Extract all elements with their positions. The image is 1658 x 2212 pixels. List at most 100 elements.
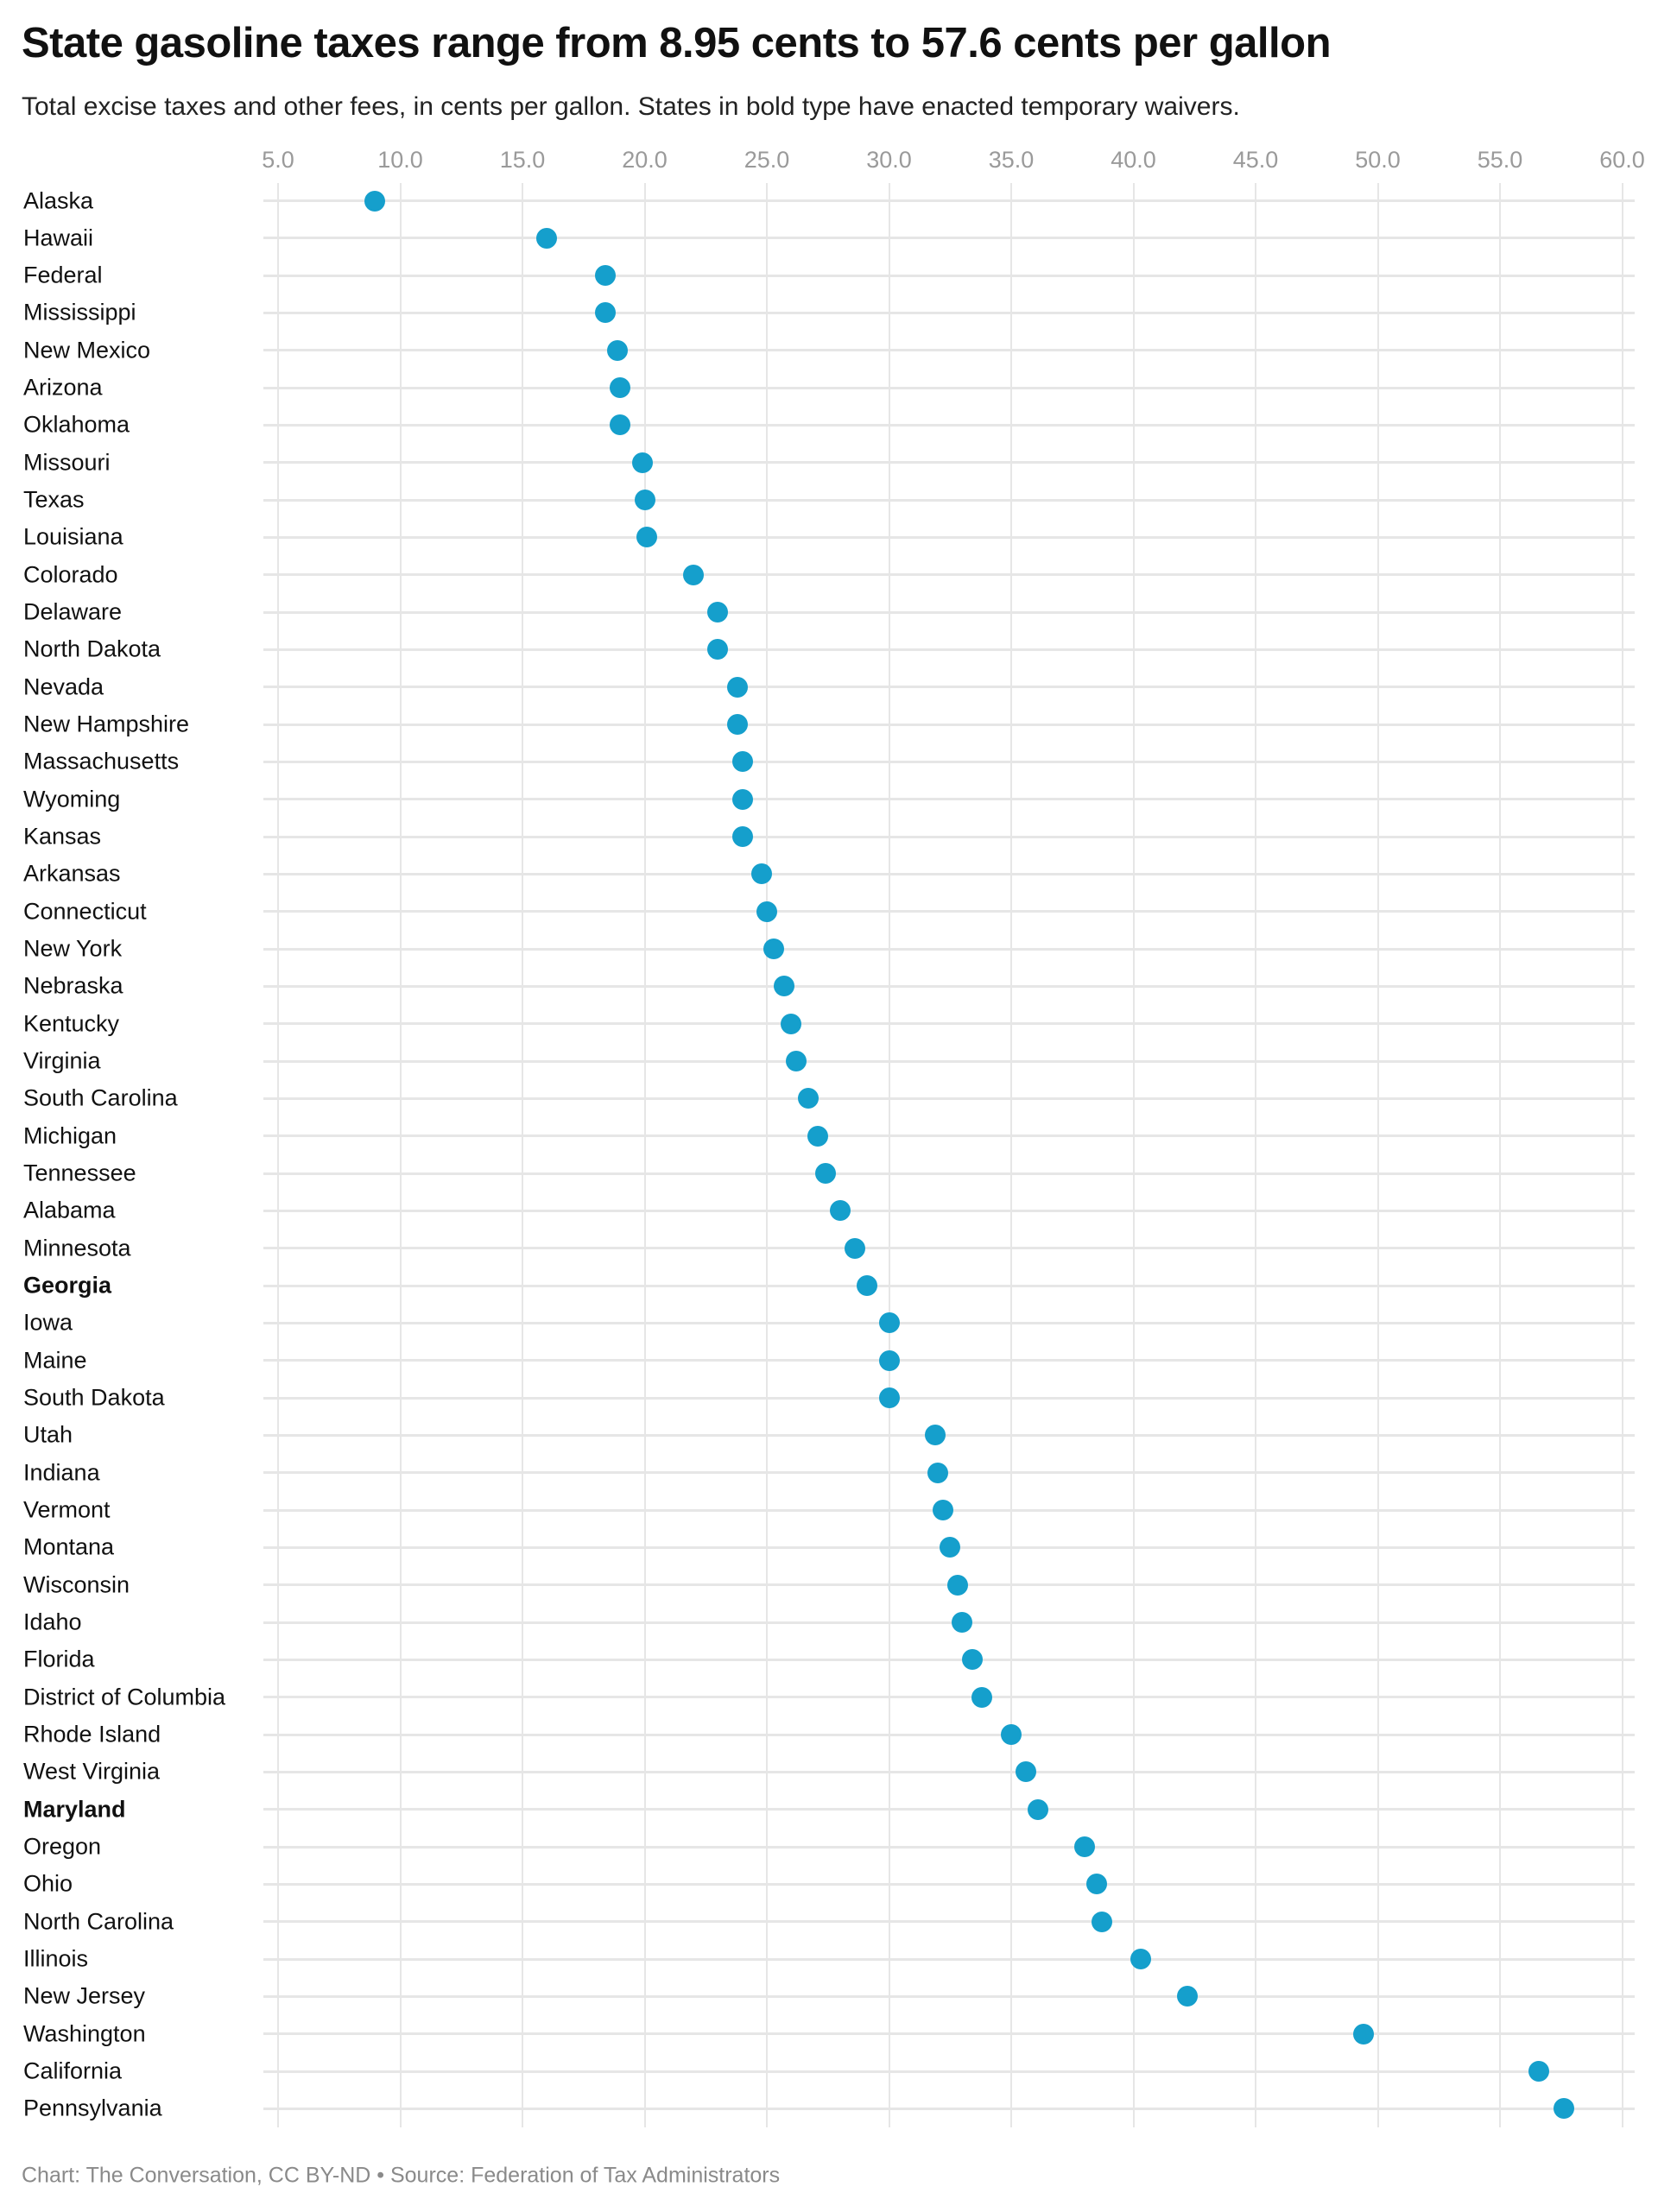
x-tick-label: 20.0 bbox=[622, 147, 668, 173]
horizontal-gridline bbox=[263, 1022, 1635, 1026]
data-point-dot[interactable] bbox=[1352, 2023, 1374, 2045]
vertical-gridline bbox=[1255, 183, 1256, 2128]
horizontal-gridline bbox=[263, 1658, 1635, 1661]
horizontal-gridline bbox=[263, 535, 1635, 539]
data-point-dot[interactable] bbox=[971, 1686, 993, 1708]
data-point-dot[interactable] bbox=[631, 452, 653, 473]
data-point-dot[interactable] bbox=[927, 1462, 949, 1483]
data-point-dot[interactable] bbox=[878, 1312, 900, 1334]
data-point-dot[interactable] bbox=[932, 1500, 953, 1521]
x-tick-label: 25.0 bbox=[744, 147, 790, 173]
chart-subtitle: Total excise taxes and other fees, in ce… bbox=[22, 92, 1240, 121]
data-point-dot[interactable] bbox=[1176, 1986, 1198, 2007]
data-point-dot[interactable] bbox=[595, 265, 617, 287]
state-label: Rhode Island bbox=[23, 1721, 161, 1747]
data-point-dot[interactable] bbox=[634, 490, 655, 511]
data-point-dot[interactable] bbox=[1015, 1761, 1036, 1783]
horizontal-gridline bbox=[263, 1284, 1635, 1287]
data-point-dot[interactable] bbox=[731, 826, 753, 848]
vertical-gridline bbox=[522, 183, 523, 2128]
data-point-dot[interactable] bbox=[829, 1200, 851, 1222]
data-point-dot[interactable] bbox=[1001, 1724, 1022, 1746]
vertical-gridline bbox=[399, 183, 402, 2128]
data-point-dot[interactable] bbox=[946, 1574, 968, 1596]
data-point-dot[interactable] bbox=[607, 339, 629, 361]
state-label: Alabama bbox=[23, 1197, 116, 1223]
state-label: New Mexico bbox=[23, 337, 151, 363]
state-label: Massachusetts bbox=[23, 748, 180, 774]
state-label: Florida bbox=[23, 1646, 95, 1672]
data-point-dot[interactable] bbox=[940, 1537, 961, 1558]
horizontal-gridline bbox=[263, 1359, 1635, 1362]
data-point-dot[interactable] bbox=[727, 676, 749, 698]
state-label: Minnesota bbox=[23, 1235, 131, 1261]
data-point-dot[interactable] bbox=[1553, 2098, 1574, 2120]
data-point-dot[interactable] bbox=[683, 564, 705, 585]
data-point-dot[interactable] bbox=[1028, 1798, 1049, 1820]
data-point-dot[interactable] bbox=[727, 714, 749, 736]
data-point-dot[interactable] bbox=[878, 1387, 900, 1409]
horizontal-gridline bbox=[263, 1920, 1635, 1924]
x-tick-label: 10.0 bbox=[377, 147, 423, 173]
state-label: Washington bbox=[23, 2020, 146, 2047]
data-point-dot[interactable] bbox=[536, 227, 558, 249]
data-point-dot[interactable] bbox=[751, 863, 773, 885]
chart-source-credit: Chart: The Conversation, CC BY-ND • Sour… bbox=[22, 2163, 781, 2188]
horizontal-gridline bbox=[263, 498, 1635, 502]
data-point-dot[interactable] bbox=[610, 377, 631, 399]
data-point-dot[interactable] bbox=[636, 527, 658, 548]
data-point-dot[interactable] bbox=[731, 788, 753, 810]
data-point-dot[interactable] bbox=[364, 190, 385, 212]
state-label: New York bbox=[23, 935, 123, 962]
horizontal-gridline bbox=[263, 984, 1635, 988]
vertical-gridline bbox=[1376, 183, 1379, 2128]
state-label: Missouri bbox=[23, 449, 111, 476]
data-point-dot[interactable] bbox=[707, 639, 729, 660]
data-point-dot[interactable] bbox=[1086, 1874, 1108, 1895]
data-point-dot[interactable] bbox=[1130, 1949, 1151, 1969]
data-point-dot[interactable] bbox=[1073, 1836, 1095, 1858]
state-label: Utah bbox=[23, 1421, 73, 1448]
data-point-dot[interactable] bbox=[731, 751, 753, 773]
vertical-gridline bbox=[277, 183, 279, 2128]
data-point-dot[interactable] bbox=[857, 1275, 878, 1297]
state-label: Nevada bbox=[23, 673, 104, 700]
x-tick-label: 15.0 bbox=[499, 147, 546, 173]
data-point-dot[interactable] bbox=[925, 1425, 946, 1446]
data-point-dot[interactable] bbox=[961, 1649, 983, 1671]
horizontal-gridline bbox=[263, 274, 1635, 277]
state-label: Texas bbox=[23, 486, 85, 513]
x-tick-label: 45.0 bbox=[1232, 147, 1279, 173]
data-point-dot[interactable] bbox=[798, 1088, 820, 1109]
x-tick-label: 5.0 bbox=[262, 147, 294, 173]
data-point-dot[interactable] bbox=[878, 1349, 900, 1371]
data-point-dot[interactable] bbox=[952, 1612, 973, 1634]
horizontal-gridline bbox=[263, 872, 1635, 875]
state-label: Michigan bbox=[23, 1122, 117, 1149]
data-point-dot[interactable] bbox=[1528, 2061, 1550, 2082]
data-point-dot[interactable] bbox=[707, 602, 729, 623]
horizontal-gridline bbox=[263, 2032, 1635, 2036]
data-point-dot[interactable] bbox=[610, 414, 631, 436]
data-point-dot[interactable] bbox=[763, 939, 785, 960]
state-label: Maryland bbox=[23, 1796, 126, 1823]
data-point-dot[interactable] bbox=[773, 976, 794, 997]
data-point-dot[interactable] bbox=[756, 901, 777, 922]
x-tick-label: 50.0 bbox=[1355, 147, 1401, 173]
state-label: Louisiana bbox=[23, 523, 123, 550]
state-label: North Carolina bbox=[23, 1908, 174, 1935]
horizontal-gridline bbox=[263, 1433, 1635, 1437]
horizontal-gridline bbox=[263, 1321, 1635, 1324]
data-point-dot[interactable] bbox=[814, 1163, 836, 1185]
data-point-dot[interactable] bbox=[807, 1125, 829, 1147]
state-label: Idaho bbox=[23, 1608, 82, 1635]
data-point-dot[interactable] bbox=[595, 302, 617, 324]
data-point-dot[interactable] bbox=[781, 1013, 802, 1034]
state-label: Alaska bbox=[23, 187, 94, 213]
state-label: Montana bbox=[23, 1533, 115, 1560]
data-point-dot[interactable] bbox=[844, 1237, 865, 1259]
horizontal-gridline bbox=[263, 311, 1635, 314]
data-point-dot[interactable] bbox=[1091, 1911, 1112, 1932]
data-point-dot[interactable] bbox=[785, 1051, 807, 1072]
state-label: Nebraska bbox=[23, 972, 123, 999]
